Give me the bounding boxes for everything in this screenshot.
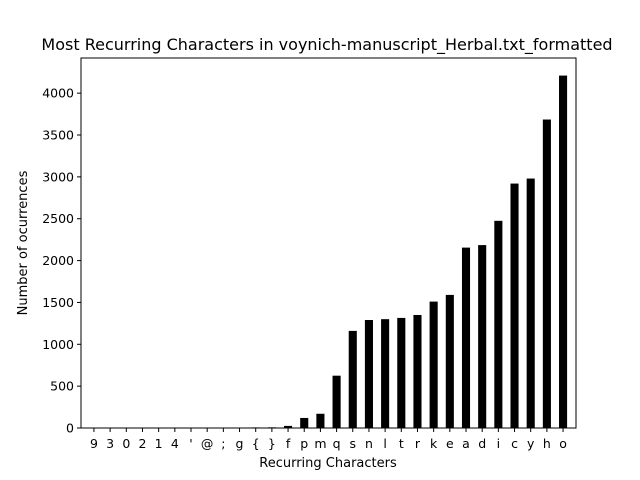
x-tick-label: f — [286, 436, 291, 451]
y-tick-label: 4000 — [42, 86, 74, 101]
bar-27 — [526, 178, 535, 428]
x-tick-label: i — [497, 436, 500, 451]
plot-frame — [80, 57, 577, 429]
bar-19 — [397, 317, 406, 428]
x-tick-label: 2 — [138, 436, 146, 451]
bars — [89, 75, 568, 428]
bar-26 — [510, 183, 519, 428]
x-tick-label: { — [252, 436, 260, 451]
bar-29 — [559, 75, 568, 428]
y-tick-label: 1000 — [42, 337, 74, 352]
x-tick-label: m — [314, 436, 326, 451]
bar-16 — [348, 330, 357, 428]
bar-28 — [542, 119, 551, 428]
x-tick-label: @ — [201, 436, 214, 451]
x-tick-label: 3 — [106, 436, 114, 451]
y-tick-label: 2500 — [42, 211, 74, 226]
x-tick-label: p — [300, 436, 308, 451]
bar-14 — [316, 413, 325, 428]
x-tick-label: r — [415, 436, 421, 451]
x-tick-label: c — [511, 436, 518, 451]
bar-25 — [494, 220, 503, 428]
x-tick-label: k — [430, 436, 438, 451]
x-tick-label: 0 — [122, 436, 130, 451]
bar-20 — [413, 314, 422, 428]
x-tick-label: o — [559, 436, 567, 451]
bar-24 — [478, 245, 487, 428]
y-tick-label: 2000 — [42, 253, 74, 268]
x-tick-label: ; — [221, 436, 225, 451]
y-axis-label: Number of ocurrences — [16, 170, 31, 315]
x-tick-label: h — [543, 436, 551, 451]
x-tick-label: g — [236, 436, 244, 451]
bar-12 — [284, 425, 293, 428]
x-tick-label: 9 — [90, 436, 98, 451]
bar-15 — [332, 375, 341, 428]
bar-22 — [445, 294, 454, 428]
x-tick-label: } — [268, 436, 276, 451]
x-tick-label: n — [365, 436, 373, 451]
x-tick-label: y — [527, 436, 535, 451]
y-tick-label: 500 — [50, 379, 74, 394]
bar-23 — [461, 247, 471, 428]
x-tick-label: s — [350, 436, 357, 451]
x-axis-ticks: 9 3 0 2 1 4 ' @; g {} f p m q s n l t r k e a d i c y h o — [90, 428, 567, 451]
y-tick-label: 3500 — [42, 128, 74, 143]
y-tick-label: 1500 — [42, 295, 74, 310]
bar-13 — [300, 417, 309, 428]
x-tick-label: q — [333, 436, 341, 451]
bar-18 — [381, 319, 390, 428]
y-tick-label: 0 — [66, 421, 74, 436]
x-tick-label: ' — [189, 436, 192, 451]
x-tick-label: 4 — [171, 436, 179, 451]
chart-title: Most Recurring Characters in voynich-man… — [41, 35, 612, 55]
x-tick-label: t — [399, 436, 404, 451]
x-tick-label: 1 — [155, 436, 163, 451]
x-tick-label: a — [462, 436, 470, 451]
y-tick-label: 3000 — [42, 169, 74, 184]
bar-21 — [429, 301, 438, 428]
x-tick-label: d — [478, 436, 486, 451]
y-axis-ticks: 0 500 1000 1500 2000 2500 3000 3500 4000 — [42, 86, 81, 436]
x-tick-label: l — [383, 436, 386, 451]
x-axis-label: Recurring Characters — [259, 456, 397, 471]
x-tick-label: e — [446, 436, 454, 451]
bar-17 — [364, 320, 373, 428]
